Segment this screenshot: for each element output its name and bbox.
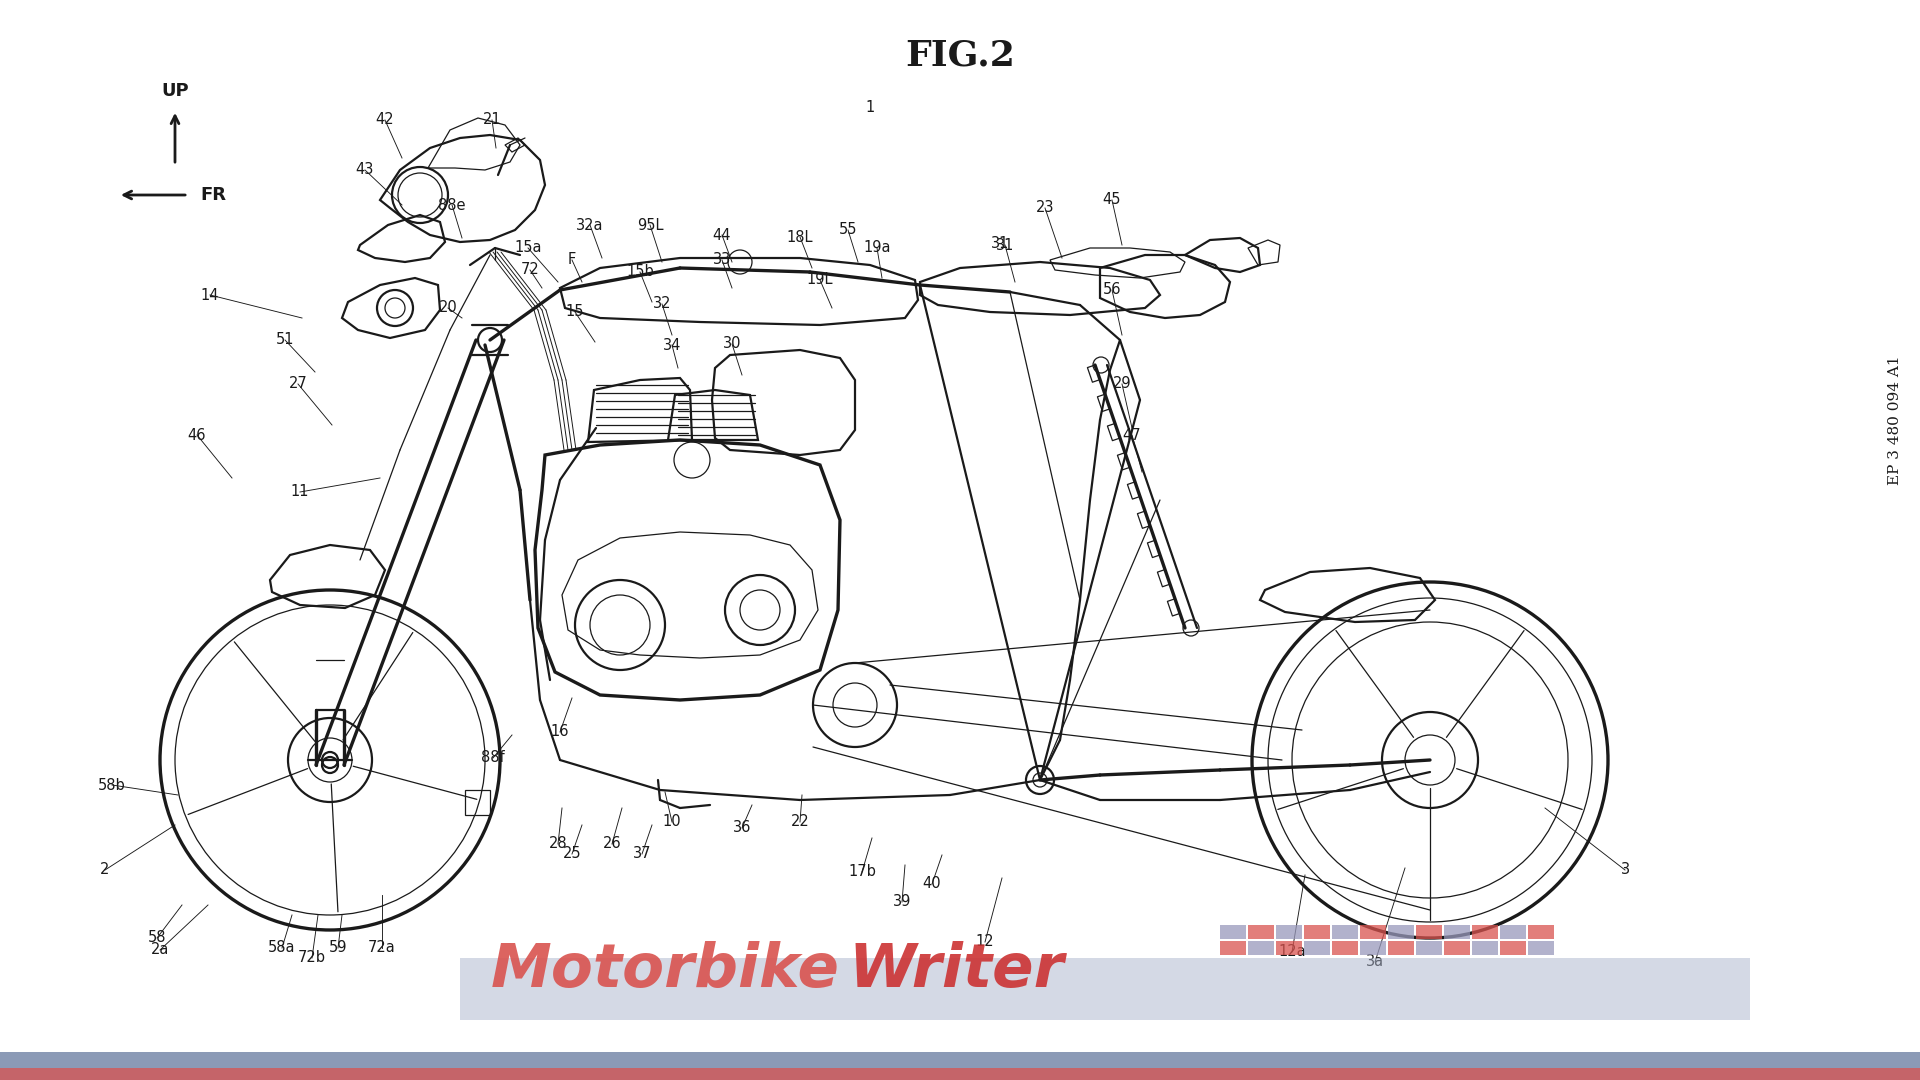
Text: 72a: 72a: [369, 941, 396, 956]
Text: 23: 23: [1035, 201, 1054, 216]
Text: 72b: 72b: [298, 950, 326, 966]
Text: 59: 59: [328, 941, 348, 956]
Text: FR: FR: [200, 186, 227, 204]
Bar: [1359, 941, 1386, 955]
Bar: [1219, 924, 1246, 939]
Text: EP 3 480 094 A1: EP 3 480 094 A1: [1887, 355, 1903, 485]
Bar: [1444, 941, 1471, 955]
Text: 72: 72: [520, 262, 540, 278]
Bar: [1528, 924, 1553, 939]
Text: 58a: 58a: [269, 941, 296, 956]
Text: 58: 58: [148, 931, 167, 945]
Polygon shape: [461, 958, 1749, 1020]
Text: 3: 3: [1620, 863, 1630, 877]
Text: 15: 15: [566, 305, 584, 320]
Text: 55: 55: [839, 222, 856, 238]
Bar: [1473, 924, 1498, 939]
Text: Writer: Writer: [849, 941, 1064, 999]
Bar: [1444, 924, 1471, 939]
Text: 25: 25: [563, 847, 582, 862]
Text: 26: 26: [603, 837, 622, 851]
Text: 58b: 58b: [98, 778, 127, 793]
Text: 14: 14: [202, 287, 219, 302]
Text: 45: 45: [1102, 192, 1121, 207]
Bar: [1388, 924, 1413, 939]
Text: 20: 20: [438, 300, 457, 315]
Text: 27: 27: [288, 377, 307, 391]
Bar: [1277, 924, 1302, 939]
Bar: [0, 1068, 1920, 1080]
Bar: [0, 1052, 1920, 1080]
Bar: [1277, 941, 1302, 955]
Bar: [1332, 924, 1357, 939]
Text: 11: 11: [290, 485, 309, 499]
Text: 37: 37: [634, 847, 651, 862]
Text: 95L: 95L: [637, 217, 662, 232]
Text: 12a: 12a: [1279, 945, 1306, 959]
Text: 31: 31: [996, 238, 1014, 253]
Text: 40: 40: [924, 877, 941, 891]
Text: 2: 2: [100, 863, 109, 877]
Text: 32: 32: [653, 297, 672, 311]
Text: 22: 22: [791, 814, 810, 829]
Text: 33: 33: [712, 253, 732, 268]
Text: 44: 44: [712, 228, 732, 243]
Text: 3a: 3a: [1365, 955, 1384, 970]
Bar: [1359, 924, 1386, 939]
Text: 51: 51: [276, 333, 294, 348]
Bar: [1248, 941, 1275, 955]
Text: F: F: [568, 253, 576, 268]
Text: UP: UP: [161, 82, 188, 100]
Text: 21: 21: [482, 112, 501, 127]
Text: 47: 47: [1123, 428, 1140, 443]
Text: 2a: 2a: [152, 943, 169, 958]
Text: 30: 30: [722, 337, 741, 351]
Text: 46: 46: [188, 428, 205, 443]
Text: 32a: 32a: [576, 217, 603, 232]
Text: 43: 43: [355, 162, 374, 177]
Bar: [1500, 924, 1526, 939]
Text: 19a: 19a: [864, 241, 891, 256]
Text: 36: 36: [733, 821, 751, 836]
Bar: [1304, 924, 1331, 939]
Text: 29: 29: [1114, 377, 1131, 391]
Bar: [1219, 941, 1246, 955]
Text: 34: 34: [662, 337, 682, 352]
Bar: [1417, 924, 1442, 939]
Text: 15b: 15b: [626, 265, 655, 280]
Text: 28: 28: [549, 837, 566, 851]
Text: 1: 1: [866, 100, 876, 116]
Text: 10: 10: [662, 814, 682, 829]
Bar: [1388, 941, 1413, 955]
Text: 88e: 88e: [438, 198, 467, 213]
Text: 16: 16: [551, 725, 568, 740]
Text: 18L: 18L: [787, 230, 814, 244]
Text: 31: 31: [991, 235, 1010, 251]
Bar: [1332, 941, 1357, 955]
Text: 12: 12: [975, 934, 995, 949]
Bar: [1417, 941, 1442, 955]
Text: 56: 56: [1102, 283, 1121, 297]
Bar: [1500, 941, 1526, 955]
Text: 19L: 19L: [806, 272, 833, 287]
Text: FIG.2: FIG.2: [904, 38, 1016, 72]
Bar: [1528, 941, 1553, 955]
Text: 39: 39: [893, 894, 912, 909]
Bar: [1473, 941, 1498, 955]
Bar: [1304, 941, 1331, 955]
Bar: [1248, 924, 1275, 939]
Text: 88f: 88f: [482, 751, 505, 766]
Text: Motorbike: Motorbike: [492, 941, 841, 999]
Text: 42: 42: [376, 112, 394, 127]
Text: 15a: 15a: [515, 241, 541, 256]
Text: 17b: 17b: [849, 864, 876, 879]
